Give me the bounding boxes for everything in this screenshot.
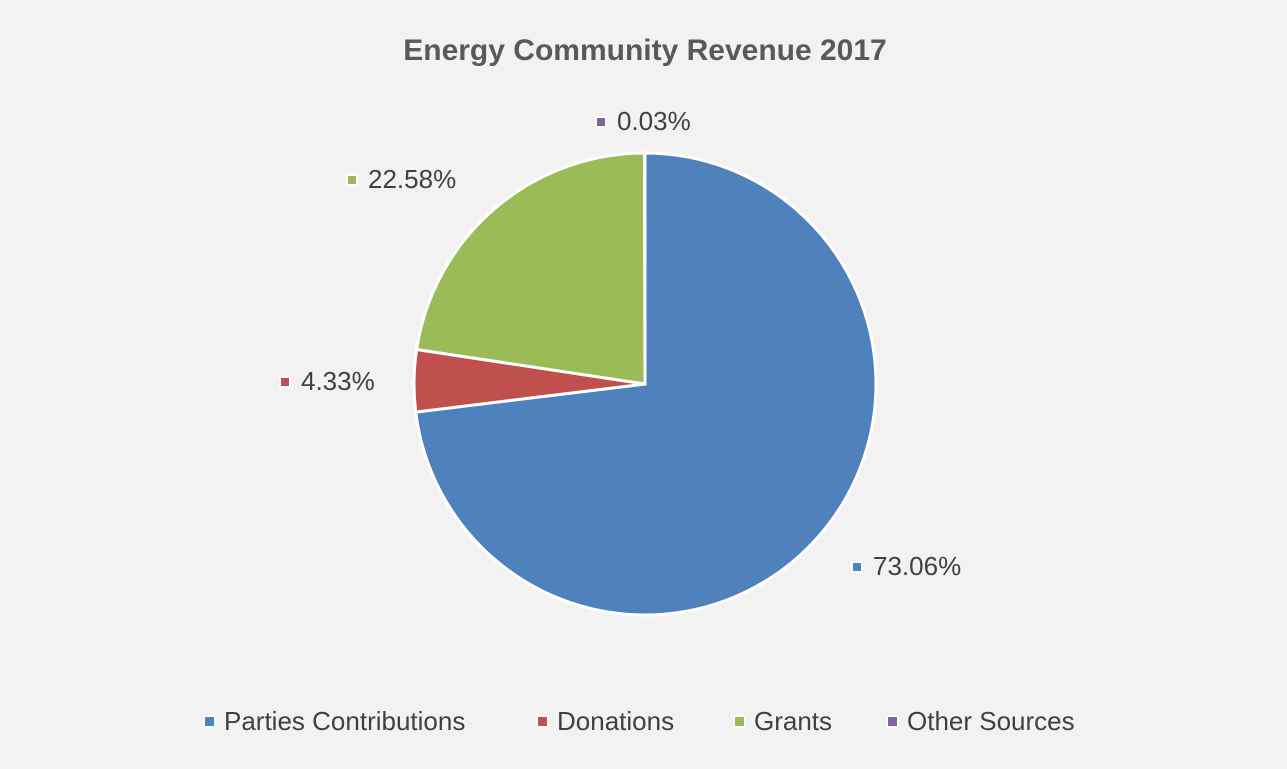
legend-marker [733, 715, 746, 728]
legend-label: Donations [557, 706, 674, 736]
legend-label: Parties Contributions [224, 706, 465, 736]
legend-label: Other Sources [907, 706, 1075, 736]
legend-marker [536, 715, 549, 728]
data-label: 22.58% [368, 164, 456, 194]
label-marker [595, 116, 607, 128]
legend-marker [886, 715, 899, 728]
data-label: 4.33% [301, 366, 375, 396]
data-label: 0.03% [617, 106, 691, 136]
label-marker [346, 174, 358, 186]
chart-title: Energy Community Revenue 2017 [403, 34, 887, 67]
legend-label: Grants [754, 706, 832, 736]
data-label: 73.06% [873, 551, 961, 581]
legend-marker [203, 715, 216, 728]
pie-slice [414, 151, 647, 386]
label-marker [279, 376, 291, 388]
label-marker [851, 561, 863, 573]
